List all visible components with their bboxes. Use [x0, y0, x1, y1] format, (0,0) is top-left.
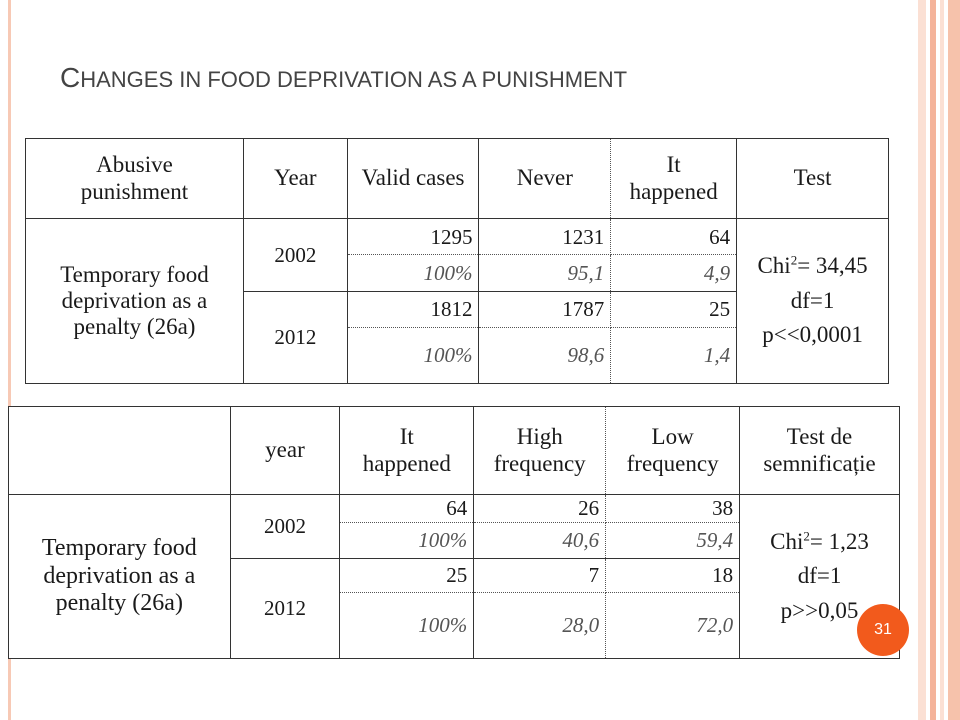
p-value: p<<0,0001	[762, 322, 863, 348]
table-row: 100% 95,1 4,9	[26, 254, 889, 292]
chi-superscript: 2	[790, 252, 798, 268]
count-cell: 25	[339, 558, 475, 593]
year-cell: 2002	[229, 494, 341, 559]
year-cell: 2012	[242, 290, 348, 385]
count-cell: 7	[473, 558, 607, 593]
chi-square-value: Chi2= 1,23	[740, 525, 899, 560]
header-cell: Abusive punishment	[25, 137, 244, 220]
title-initial: C	[60, 62, 81, 93]
page-number: 31	[874, 621, 892, 638]
header-cell: It happened	[610, 137, 738, 220]
percent-cell: 4,9	[610, 254, 738, 292]
table-row: 100% 40,6 59,4	[9, 522, 900, 559]
table-food-deprivation-never-vs-happened: Abusive punishment Year Valid cases Neve…	[25, 137, 889, 385]
percent-cell: 1,4	[610, 326, 738, 385]
slide-title: CHANGES IN FOOD DEPRIVATION AS A PUNISHM…	[60, 62, 627, 94]
header-cell: year	[229, 406, 341, 495]
year-cell: 2012	[229, 558, 341, 659]
percent-cell: 40,6	[473, 522, 607, 559]
header-cell: It happened	[339, 406, 475, 495]
percent-cell: 59,4	[605, 522, 741, 559]
count-cell: 1295	[346, 218, 480, 256]
header-cell: Test	[736, 137, 889, 220]
chi-number: = 1,23	[809, 528, 869, 554]
table-header-row: Abusive punishment Year Valid cases Neve…	[25, 137, 889, 220]
count-cell: 64	[339, 494, 475, 523]
row-label: Temporary food deprivation as a penalty …	[8, 494, 231, 659]
percent-cell: 95,1	[478, 254, 612, 292]
percent-cell: 28,0	[473, 592, 607, 659]
header-cell-empty	[8, 406, 231, 495]
left-border-line	[8, 0, 11, 720]
df-value: df=1	[790, 287, 835, 313]
chi-superscript: 2	[803, 528, 810, 544]
chi-label: Chi	[770, 528, 804, 554]
table-food-deprivation-frequency: year It happened High frequency Low freq…	[8, 406, 900, 659]
percent-cell: 100%	[339, 522, 475, 559]
header-cell: Year	[242, 137, 348, 220]
count-cell: 25	[610, 290, 738, 328]
table-header-row: year It happened High frequency Low freq…	[8, 406, 900, 495]
table-row: 100% 98,6 1,4	[26, 326, 889, 385]
table-row: 2012 1812 1787 25	[26, 290, 889, 385]
right-decoration	[918, 0, 960, 720]
chi-square-value: Chi2= 34,45	[737, 249, 888, 284]
percent-cell: 100%	[346, 326, 480, 385]
percent-cell: 98,6	[478, 326, 612, 385]
count-cell: 1787	[478, 290, 612, 328]
count-cell: 38	[605, 494, 741, 523]
year-cell: 2002	[242, 218, 348, 292]
df-value: df=1	[797, 563, 842, 589]
header-cell: High frequency	[473, 406, 607, 495]
table-row: Temporary food deprivation as a penalty …	[25, 218, 889, 384]
header-cell: Valid cases	[346, 137, 480, 220]
p-value: p>>0,05	[780, 597, 859, 623]
count-cell: 64	[610, 218, 738, 256]
count-cell: 26	[473, 494, 607, 523]
count-cell: 18	[605, 558, 741, 593]
percent-cell: 100%	[339, 592, 475, 659]
header-cell: Low frequency	[605, 406, 741, 495]
chi-label: Chi	[757, 253, 791, 279]
percent-cell: 100%	[346, 254, 480, 292]
page-number-badge: 31	[857, 604, 909, 656]
chi-number: = 34,45	[797, 253, 868, 279]
header-cell: Never	[478, 137, 612, 220]
table-row: Temporary food deprivation as a penalty …	[8, 494, 900, 659]
count-cell: 1812	[346, 290, 480, 328]
percent-cell: 72,0	[605, 592, 741, 659]
title-rest: HANGES IN FOOD DEPRIVATION AS A PUNISHME…	[80, 67, 628, 92]
table-row: 100% 28,0 72,0	[9, 592, 900, 659]
count-cell: 1231	[478, 218, 612, 256]
header-cell: Test de semnificație	[739, 406, 900, 495]
row-label: Temporary food deprivation as a penalty …	[25, 218, 244, 384]
test-cell: Chi2= 34,45 df=1 p<<0,0001	[736, 218, 889, 384]
